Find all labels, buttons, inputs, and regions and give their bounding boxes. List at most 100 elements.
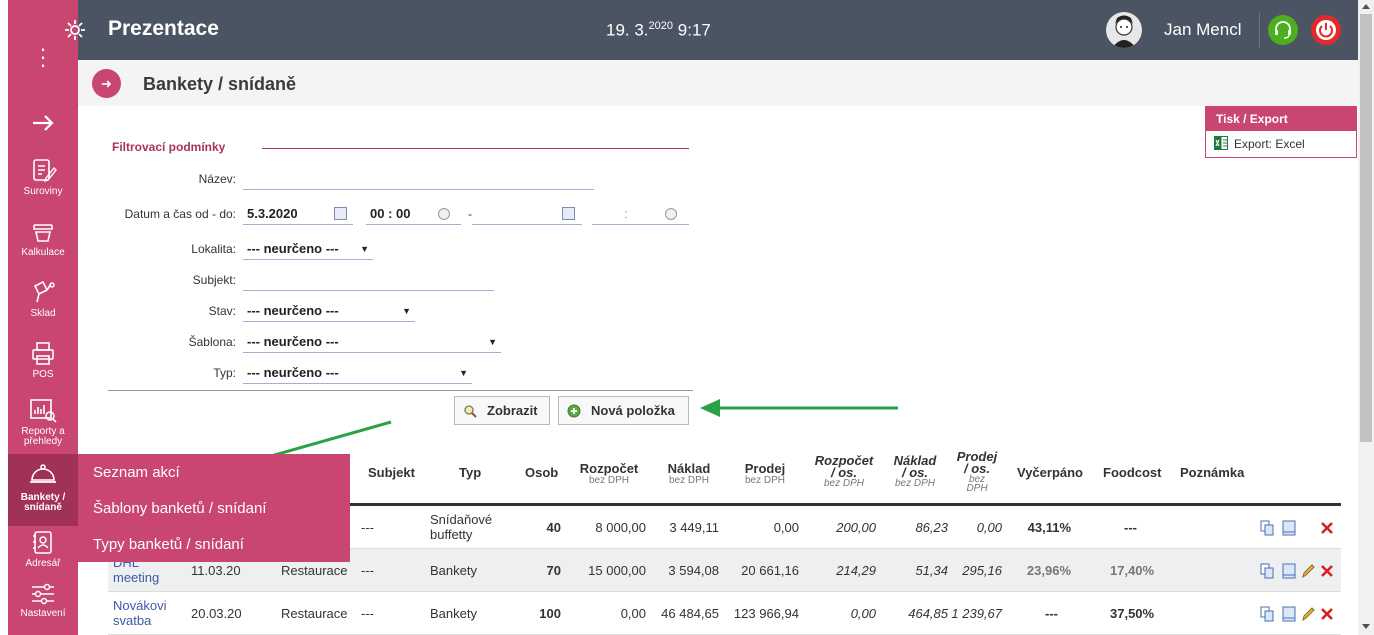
col-budget-pp-unit: / os. [830,465,857,480]
new-item-button[interactable]: Nová položka [558,396,689,425]
subject-input[interactable] [243,269,494,291]
col-type[interactable]: Typ [459,465,482,480]
logout-button[interactable] [1311,15,1341,45]
cell-type: Bankety [430,563,477,578]
name-label: Název: [198,172,236,186]
calendar-icon[interactable] [562,207,575,220]
show-button[interactable]: Zobrazit [454,396,550,425]
document-icon[interactable] [1282,563,1296,579]
table-row[interactable]: DHL meeting 11.03.20 Restaurace --- Banke… [108,549,1341,592]
scroll-up-icon[interactable] [1362,4,1370,9]
cell-name-line1: Novákovi [113,598,167,613]
cell-type: Snídaňové buffetty [430,506,492,549]
arrow-right-icon[interactable]: ➜ [92,69,121,98]
edit-pencil-icon[interactable] [1301,606,1315,622]
document-icon[interactable] [1282,606,1296,622]
sidebar-item-reporty[interactable]: Reporty a přehledy [8,398,78,450]
avatar[interactable] [1106,12,1142,48]
sidebar-item-pos[interactable]: POS [8,341,78,387]
time-to-input[interactable]: : [592,203,689,225]
clock-icon[interactable] [438,208,450,220]
magnifier-icon [464,405,477,418]
cell-subject: --- [361,606,374,621]
cell-subject: --- [361,563,374,578]
col-cost-pp[interactable]: Náklad / os. bez DPH [888,454,942,489]
cell-cost-pp: 51,34 [915,563,948,578]
delete-icon[interactable] [1320,563,1334,579]
col-note[interactable]: Poznámka [1180,465,1245,480]
col-sale-pp-note-a: bez [968,474,986,485]
table-header-divider [108,503,1341,506]
sidebar-item-label: POS [32,369,54,380]
warehouse-icon [33,280,55,303]
template-label: Šablona: [188,335,236,349]
col-used[interactable]: Vyčerpáno [1017,465,1083,480]
table-row[interactable]: Novákovi svatba 20.03.20 Restaurace --- B… [108,592,1341,635]
clock-year: 2020 [648,20,674,32]
time-from-minute: 00 [396,206,411,221]
cell-budget-pp: 200,00 [836,520,876,535]
col-persons[interactable]: Osob [525,465,559,480]
location-select[interactable]: --- neurčeno --- ▼ [243,238,373,260]
col-budget-pp[interactable]: Rozpočet / os. bez DPH [810,453,878,489]
vertical-scrollbar[interactable] [1358,0,1374,635]
cell-type-line2: buffetty [430,527,473,542]
avatar-icon [1112,15,1136,48]
copy-icon[interactable] [1260,563,1274,579]
document-icon[interactable] [1282,520,1296,536]
col-sale-pp-unit: / os. [963,461,990,476]
date-from-input[interactable]: 5.3.2020 [243,203,353,225]
col-sale-pp[interactable]: Prodej / os. bez DPH [952,450,1002,494]
time-from-input[interactable]: 00 : 00 [366,203,461,225]
table-row[interactable]: --- Snídaňové buffetty 40 8 000,00 3 449,… [108,506,1341,549]
type-select[interactable]: --- neurčeno --- ▼ [243,362,472,384]
submenu-item-event-list[interactable]: Seznam akcí [93,464,180,481]
col-foodcost[interactable]: Foodcost [1103,465,1162,480]
export-excel-link[interactable]: Export: Excel [1206,131,1356,157]
sidebar-item-kalkulace[interactable]: Kalkulace [8,219,78,265]
page-title: Bankety / snídaně [143,74,297,94]
state-select[interactable]: --- neurčeno --- ▼ [243,300,415,322]
col-budget-pp-label: Rozpočet [814,453,874,468]
top-header: Prezentace 19. 3.2020 9:17 Jan Mencl [78,0,1358,60]
sidebar-item-label: Bankety / [20,492,66,503]
cell-budget: 15 000,00 [588,563,646,578]
template-select[interactable]: --- neurčeno --- ▼ [243,331,501,353]
name-input[interactable] [243,168,594,190]
cell-name[interactable]: Novákovi svatba [113,592,166,635]
copy-icon[interactable] [1260,606,1274,622]
sidebar-item-suroviny[interactable]: Suroviny [8,158,78,204]
more-menu-icon[interactable]: · · · [39,36,47,77]
delete-icon[interactable] [1320,606,1334,622]
sidebar-item-nastaveni[interactable]: Nastavení [8,582,78,628]
cell-type: Bankety [430,606,477,621]
cell-cost-pp: 464,85 [908,606,948,621]
copy-icon[interactable] [1260,520,1274,536]
sidebar-item-bankety[interactable]: Bankety / snídaně [8,454,78,526]
cell-cost-pp: 86,23 [915,520,948,535]
submenu-item-templates[interactable]: Šablony banketů / snídaní [93,500,267,517]
cell-sale-pp: 0,00 [976,520,1002,535]
scrollbar-thumb[interactable] [1360,14,1372,442]
cell-sale-pp: 1 239,67 [951,606,1002,621]
sidebar-item-adresar[interactable]: Adresář [8,530,78,576]
col-cost[interactable]: Náklad bez DPH [660,461,718,486]
col-sale-label: Prodej [744,461,786,476]
scroll-down-icon[interactable] [1362,624,1370,629]
cell-used: 43,11% [1027,520,1071,535]
calendar-icon[interactable] [334,207,347,220]
col-subject[interactable]: Subjekt [368,465,415,480]
arrow-right-icon[interactable] [28,108,58,138]
support-button[interactable] [1268,15,1298,45]
col-sale[interactable]: Prodej bez DPH [738,461,792,486]
type-label: Typ: [213,366,236,380]
sidebar-item-sklad[interactable]: Sklad [8,280,78,326]
gear-icon[interactable] [63,18,87,42]
edit-pencil-icon[interactable] [1301,563,1315,579]
date-to-input[interactable] [472,203,582,225]
clock-icon[interactable] [665,208,677,220]
user-name[interactable]: Jan Mencl [1164,20,1242,39]
delete-icon[interactable] [1320,520,1334,536]
col-budget[interactable]: Rozpočet bez DPH [578,461,640,486]
submenu-item-types[interactable]: Typy banketů / snídaní [93,536,244,553]
